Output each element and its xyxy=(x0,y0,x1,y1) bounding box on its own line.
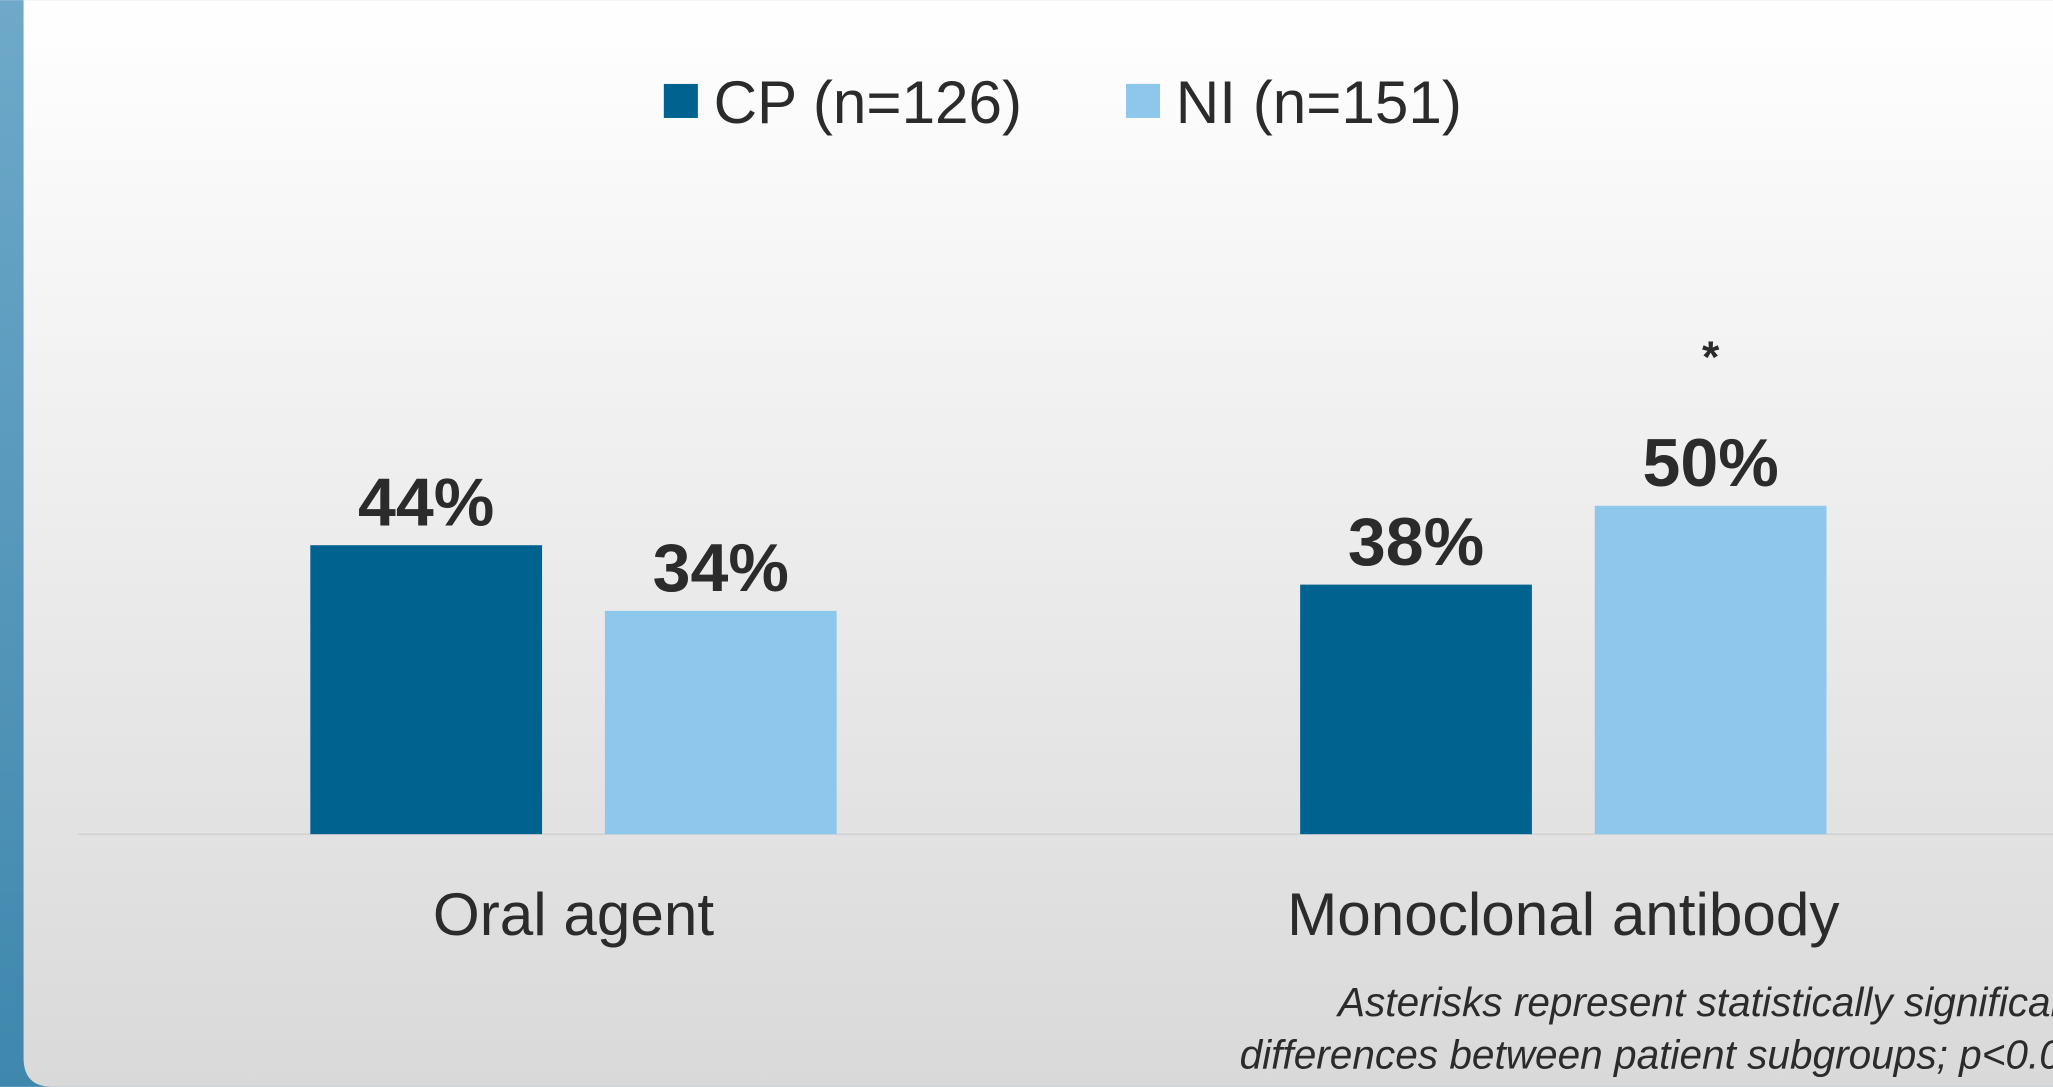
footnote: differences between patient subgroups; p… xyxy=(1240,1032,2053,1078)
footnote: Asterisks represent statistically signif… xyxy=(1336,979,2053,1025)
x-tick-label: Oral agent xyxy=(433,880,714,948)
data-label: 34% xyxy=(653,530,789,606)
legend-label: CP (n=126) xyxy=(714,68,1023,136)
legend-swatch xyxy=(1126,83,1161,118)
legend-swatch xyxy=(663,83,698,118)
legend-label: NI (n=151) xyxy=(1176,68,1462,136)
x-tick-label: Monoclonal antibody xyxy=(1287,880,1839,948)
bar xyxy=(1300,584,1532,835)
data-label: 44% xyxy=(358,465,494,541)
data-label: 38% xyxy=(1348,504,1484,580)
bar xyxy=(310,545,543,835)
annotation: * xyxy=(1702,333,1720,382)
data-label: 50% xyxy=(1642,425,1778,501)
bar xyxy=(604,610,837,835)
bar xyxy=(1594,505,1827,835)
